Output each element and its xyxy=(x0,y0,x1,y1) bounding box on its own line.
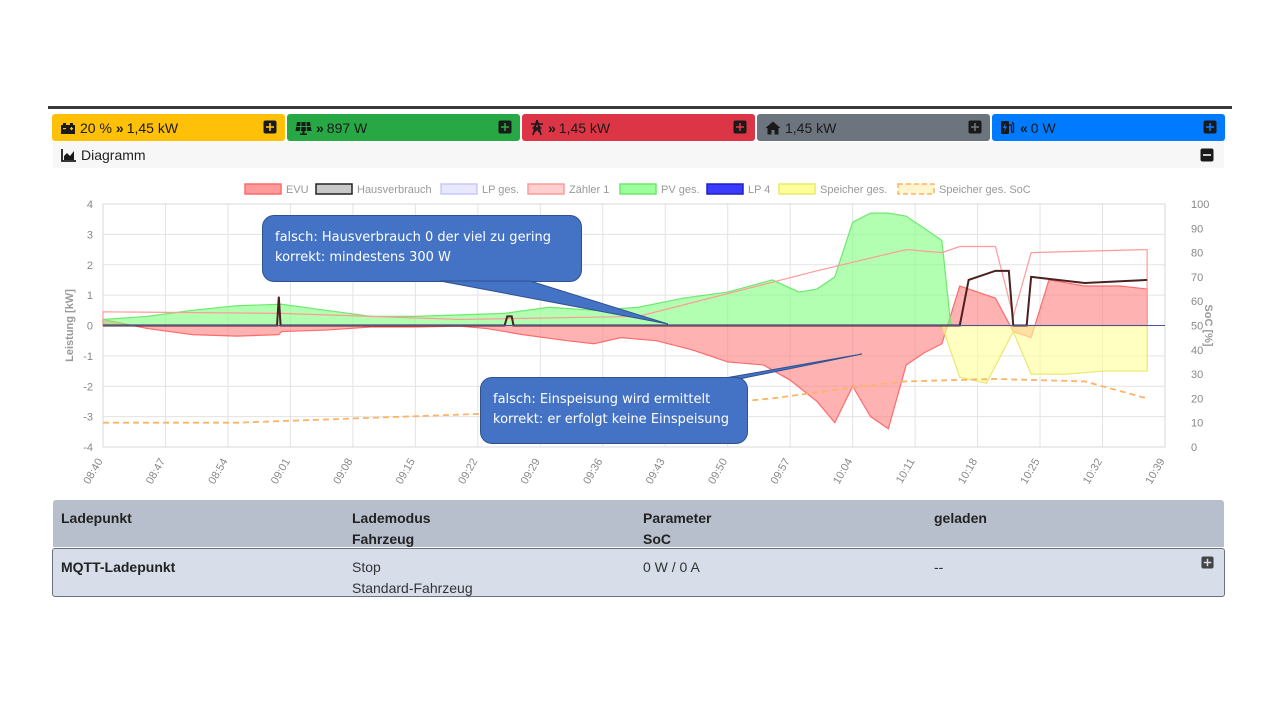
callout-wrong-text: falsch: Einspeisung wird ermittelt xyxy=(493,392,711,407)
series-z-hler-1 xyxy=(102,245,1148,327)
header-parameter-label: Parameter xyxy=(643,510,712,526)
y-tick-label: 1 xyxy=(87,290,93,302)
battery-tile[interactable]: 20 % » 1,45 kW xyxy=(52,114,285,141)
legend-swatch xyxy=(315,183,353,195)
header-geladen: geladen xyxy=(934,510,987,526)
expand-icon[interactable] xyxy=(1201,556,1214,569)
y2-axis-label: SoC [%] xyxy=(1202,304,1214,347)
legend-label: Speicher ges. SoC xyxy=(939,184,1031,196)
grid-tile[interactable]: » 1,45 kW xyxy=(522,114,755,141)
chargepoint-name: MQTT-Ladepunkt xyxy=(61,559,176,575)
y2-tick-label: 40 xyxy=(1191,345,1203,357)
pv-power: 897 W xyxy=(326,119,368,136)
header-parameter: Parameter SoC xyxy=(643,508,712,550)
header-fahrzeug-label: Fahrzeug xyxy=(352,531,415,547)
y-tick-label: -2 xyxy=(83,381,93,393)
header-ladepunkt: Ladepunkt xyxy=(61,510,132,526)
y-tick-label: -1 xyxy=(83,351,93,363)
legend-label: PV ges. xyxy=(661,184,700,196)
y-tick-label: -4 xyxy=(83,442,93,454)
y-axis-label: Leistung [kW] xyxy=(64,289,76,362)
callout-correct-text: korrekt: er erfolgt keine Einspeisung xyxy=(493,412,730,427)
car-battery-icon xyxy=(60,121,76,135)
area-chart-icon xyxy=(61,148,76,162)
import-direction-icon: » xyxy=(548,119,556,136)
callout-wrong-text: falsch: Hausverbrauch 0 der viel zu geri… xyxy=(275,230,552,245)
legend-swatch xyxy=(778,183,816,195)
home-icon xyxy=(765,121,781,135)
parameter-value: 0 W / 0 A xyxy=(643,559,700,575)
battery-soc: 20 % xyxy=(80,119,112,136)
top-divider xyxy=(48,106,1232,109)
y-tick-label: -3 xyxy=(83,412,93,424)
legend-label: Hausverbrauch xyxy=(357,184,432,196)
charge-direction-icon: » xyxy=(115,119,124,136)
grid-power: 1,45 kW xyxy=(558,119,611,136)
annotation-callout-house: falsch: Hausverbrauch 0 der viel zu geri… xyxy=(262,215,582,282)
series-evu xyxy=(102,279,1148,430)
chargepoint-power: 0 W xyxy=(1030,119,1056,136)
expand-icon[interactable] xyxy=(968,120,982,134)
callout-correct-text: korrekt: mindestens 300 W xyxy=(275,250,451,265)
diagram-title: Diagramm xyxy=(81,147,146,163)
legend-label: EVU xyxy=(286,184,309,196)
power-pole-icon xyxy=(530,120,544,135)
y2-tick-label: 30 xyxy=(1191,369,1203,381)
legend-label: Speicher ges. xyxy=(820,184,887,196)
legend-label: LP ges. xyxy=(482,184,519,196)
y2-tick-label: 0 xyxy=(1191,442,1197,454)
y2-tick-label: 90 xyxy=(1191,223,1203,235)
annotation-callout-feedin: falsch: Einspeisung wird ermittelt korre… xyxy=(480,377,748,444)
y-tick-label: 3 xyxy=(87,229,93,241)
fahrzeug-value: Standard-Fahrzeug xyxy=(352,580,473,596)
header-lademodus: Lademodus Fahrzeug xyxy=(352,508,431,550)
legend-swatch xyxy=(706,183,744,195)
series-speicher-ges-soc xyxy=(103,378,1148,424)
expand-icon[interactable] xyxy=(733,120,747,134)
solar-panel-icon xyxy=(295,121,312,135)
legend-swatch xyxy=(619,183,657,195)
y-tick-label: 2 xyxy=(87,260,93,272)
house-power: 1,45 kW xyxy=(785,119,837,136)
legend-label: LP 4 xyxy=(748,184,770,196)
y2-tick-label: 60 xyxy=(1191,296,1203,308)
y-tick-label: 0 xyxy=(87,321,93,333)
battery-power: 1,45 kW xyxy=(126,119,179,136)
table-row[interactable]: MQTT-Ladepunkt Stop Standard-Fahrzeug 0 … xyxy=(52,548,1225,597)
house-tile[interactable]: 1,45 kW xyxy=(757,114,990,141)
header-lademodus-label: Lademodus xyxy=(352,510,431,526)
status-tiles: 20 % » 1,45 kW » 897 W » 1,45 kW 1,45 kW… xyxy=(52,114,1225,141)
export-direction-icon: » xyxy=(316,119,324,136)
expand-icon[interactable] xyxy=(263,120,277,134)
y2-tick-label: 80 xyxy=(1191,248,1203,260)
y2-tick-label: 100 xyxy=(1191,199,1209,211)
pv-tile[interactable]: » 897 W xyxy=(287,114,520,141)
legend-swatch xyxy=(440,183,478,195)
lademodus-value: Stop xyxy=(352,559,381,575)
legend-swatch xyxy=(897,183,935,195)
charge-direction-icon: « xyxy=(1020,119,1028,136)
y2-tick-label: 70 xyxy=(1191,272,1203,284)
legend-label: Zähler 1 xyxy=(569,184,609,196)
y2-tick-label: 10 xyxy=(1191,418,1203,430)
y2-tick-label: 20 xyxy=(1191,393,1203,405)
expand-icon[interactable] xyxy=(1203,120,1217,134)
y2-tick-label: 50 xyxy=(1191,321,1203,333)
geladen-value: -- xyxy=(934,559,944,575)
charging-station-icon xyxy=(1000,120,1016,135)
header-soc-label: SoC xyxy=(643,531,671,547)
legend-swatch xyxy=(527,183,565,195)
legend-swatch xyxy=(244,183,282,195)
chargepoint-mode: Stop Standard-Fahrzeug xyxy=(352,557,473,599)
chargepoint-table-header: Ladepunkt Lademodus Fahrzeug Parameter S… xyxy=(53,500,1224,547)
collapse-icon[interactable] xyxy=(1200,148,1214,162)
chargepoint-tile[interactable]: « 0 W xyxy=(992,114,1225,141)
y-tick-label: 4 xyxy=(87,199,93,211)
expand-icon[interactable] xyxy=(498,120,512,134)
power-chart[interactable]: 43210-1-2-3-4100908070605040302010008:40… xyxy=(53,168,1224,498)
